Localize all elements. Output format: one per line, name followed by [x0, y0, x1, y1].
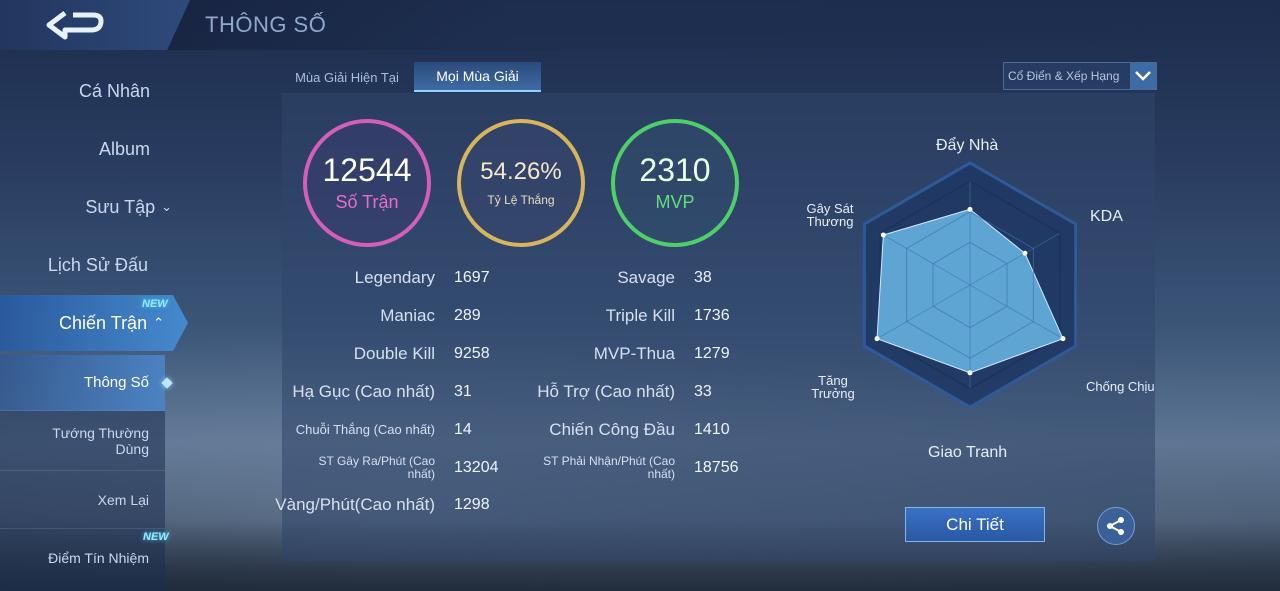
sidebar-item-label: Cá Nhân: [78, 80, 150, 101]
sidebar-item-chien-tran[interactable]: Chiến Trận ⌃: [0, 295, 188, 351]
chevron-up-icon: ⌃: [153, 315, 164, 330]
stat-value: 18756: [694, 459, 739, 476]
radar-axis-label: Đẩy Nhà: [936, 137, 999, 154]
stat-value: 31: [454, 383, 472, 400]
stat-label: ST Gây Ra/Phút (Cao nhất): [318, 454, 436, 481]
radar-spoke: [879, 284, 971, 338]
radar-point: [1060, 336, 1066, 342]
radar-spoke: [879, 232, 971, 286]
radar-axis-label: Giao Tranh: [928, 444, 1008, 461]
share-button[interactable]: [1097, 507, 1135, 545]
mode-filter-value: Cổ Điển & Xếp Hạng: [1008, 69, 1120, 83]
new-badge: NEW: [142, 298, 168, 310]
back-arrow-icon: [46, 11, 104, 40]
stat-value: 13204: [454, 459, 499, 476]
radar-point: [880, 232, 886, 238]
matches-value: 12544: [322, 151, 412, 188]
top-bar: [0, 0, 1280, 50]
sub-item-label: Xem Lại: [97, 491, 149, 508]
mode-filter-dropdown[interactable]: Cổ Điển & Xếp Hạng: [1003, 62, 1157, 90]
stat-label: Hỗ Trợ (Cao nhất): [537, 382, 675, 401]
sub-item-diem-tin-nhiem[interactable]: Điểm Tín Nhiệm: [0, 529, 165, 587]
chevron-down-icon: ⌄: [161, 199, 172, 214]
stat-label: Chiến Công Đầu: [549, 420, 675, 439]
sub-item-label: Thông Số: [83, 374, 149, 391]
radar-axis-label: Gây Sát Thương: [806, 201, 854, 229]
tab-all-seasons[interactable]: Mọi Mùa Giải: [414, 62, 541, 92]
stat-value: 1736: [694, 307, 730, 324]
radar-point: [967, 206, 973, 212]
stat-label: Chuỗi Thắng (Cao nhất): [295, 422, 435, 437]
stat-value: 1697: [454, 269, 490, 286]
stat-value: 289: [454, 307, 481, 324]
tab-label: Mùa Giải Hiện Tại: [295, 69, 399, 85]
stat-label: Double Kill: [353, 344, 435, 363]
radar-spoke: [969, 284, 1061, 338]
radar-chart: [862, 161, 1078, 409]
mvp-value: 2310: [639, 151, 711, 188]
stat-label: Triple Kill: [605, 306, 675, 325]
new-badge: NEW: [143, 531, 169, 543]
winrate-circle: 54.26% Tỷ Lệ Thắng: [457, 119, 585, 247]
radar-point: [874, 336, 880, 342]
sub-item-xem-lai[interactable]: Xem Lại: [0, 471, 165, 529]
stat-value: 1279: [694, 345, 730, 362]
share-icon: [1107, 517, 1124, 535]
sub-item-label: Điểm Tín Nhiệm: [48, 550, 149, 566]
radar-point: [967, 370, 973, 376]
radar-point: [1022, 250, 1028, 256]
sidebar-item-label: Album: [98, 138, 150, 159]
stat-value: 1410: [694, 421, 730, 438]
sub-item-tuong-thuong-dung[interactable]: Tướng Thường Dùng: [0, 411, 165, 471]
stat-label: Vàng/Phút(Cao nhất): [275, 495, 435, 514]
sidebar-item-ca-nhan[interactable]: Cá Nhân: [0, 69, 190, 113]
stat-label: Maniac: [380, 306, 435, 325]
sidebar-item-label: Lịch Sử Đấu: [47, 254, 148, 275]
tab-current-season[interactable]: Mùa Giải Hiện Tại: [282, 62, 412, 92]
mvp-circle: 2310 MVP: [611, 119, 739, 247]
mvp-label: MVP: [655, 192, 695, 213]
stat-value: 1298: [454, 496, 490, 513]
stat-label: Hạ Gục (Cao nhất): [292, 382, 435, 401]
sub-item-label: Tướng Thường Dùng: [52, 424, 149, 457]
detail-button-label: Chi Tiết: [946, 514, 1004, 534]
stat-value: 14: [454, 421, 472, 438]
matches-circle: 12544 Số Trận: [303, 119, 431, 247]
winrate-label: Tỷ Lệ Thắng: [487, 193, 555, 208]
sidebar-item-lich-su-dau[interactable]: Lịch Sử Đấu: [0, 243, 190, 287]
radar-axis-label: Chống Chịu: [1086, 379, 1155, 394]
sidebar-item-album[interactable]: Album: [0, 127, 190, 171]
stat-label: Legendary: [354, 268, 435, 287]
radar-axis-label: Tăng Trưởng: [811, 373, 855, 401]
sidebar-item-suu-tap[interactable]: Sưu Tập ⌄: [0, 185, 190, 229]
stat-value: 33: [694, 383, 712, 400]
radar-axis-label: KDA: [1090, 208, 1123, 225]
back-button[interactable]: [0, 0, 190, 50]
stat-label: ST Phải Nhận/Phút (Cao nhất): [543, 454, 675, 481]
stat-value: 9258: [454, 345, 490, 362]
stat-label: Savage: [617, 268, 675, 287]
tab-label: Mọi Mùa Giải: [436, 68, 519, 84]
detail-button[interactable]: Chi Tiết: [905, 507, 1045, 542]
page-title: THÔNG SỐ: [205, 12, 327, 37]
sub-item-thong-so[interactable]: Thông Số: [0, 355, 173, 411]
stat-value: 38: [694, 269, 712, 286]
matches-label: Số Trận: [335, 192, 399, 213]
stat-label: MVP-Thua: [593, 344, 675, 363]
chevron-down-icon: [1130, 63, 1156, 89]
radar-spoke: [969, 232, 1061, 286]
sidebar-item-label: Sưu Tập: [85, 196, 156, 217]
sidebar-item-label: Chiến Trận: [59, 312, 148, 333]
winrate-value: 54.26%: [480, 157, 562, 185]
